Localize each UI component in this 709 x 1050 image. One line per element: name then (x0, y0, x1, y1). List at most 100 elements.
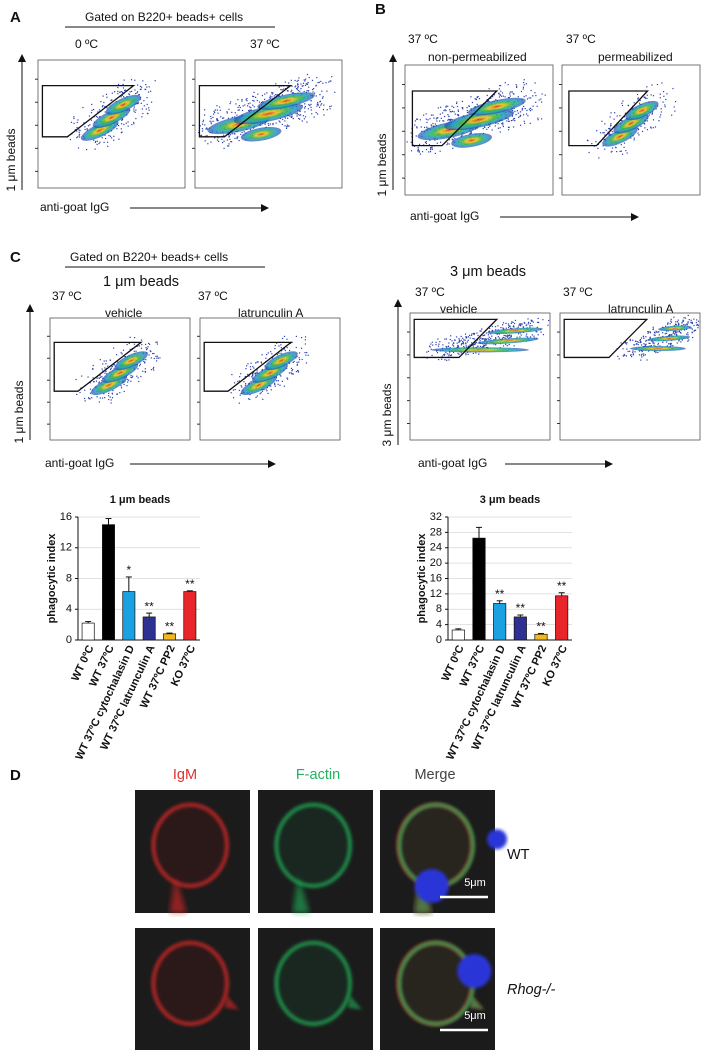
event-dot (453, 342, 455, 344)
event-dot (329, 106, 331, 108)
event-dot (665, 98, 667, 101)
event-dot (532, 95, 534, 97)
event-dot (251, 95, 254, 97)
event-dot (80, 387, 82, 389)
event-dot (637, 98, 639, 100)
event-dot (280, 89, 282, 91)
event-dot (101, 376, 103, 378)
event-dot (101, 397, 104, 399)
event-dot (89, 398, 91, 400)
event-dot (212, 120, 214, 122)
event-dot (431, 354, 433, 357)
event-dot (609, 116, 611, 118)
event-dot (252, 366, 254, 368)
density (625, 100, 659, 121)
density (648, 335, 691, 342)
event-dot (98, 377, 100, 379)
event-dot (472, 352, 474, 355)
event-dot (491, 335, 493, 337)
event-dot (438, 343, 440, 345)
event-dot (302, 82, 305, 84)
event-dot (468, 133, 471, 135)
event-dot (440, 106, 442, 108)
event-dot (147, 346, 149, 348)
event-dot (641, 356, 643, 358)
event-dot (251, 374, 254, 377)
event-dot (143, 100, 145, 102)
event-dot (659, 93, 661, 95)
event-dot (274, 385, 276, 387)
event-dot (514, 110, 516, 113)
significance: ** (495, 587, 505, 601)
event-dot (111, 393, 114, 395)
event-dot (118, 124, 120, 127)
event-dot (104, 105, 106, 108)
event-dot (299, 110, 301, 113)
event-dot (291, 341, 293, 344)
event-dot (484, 338, 487, 340)
event-dot (516, 86, 518, 89)
event-dot (260, 362, 263, 364)
event-dot (668, 343, 670, 345)
event-dot (291, 89, 293, 91)
event-dot (451, 340, 453, 342)
event-dot (456, 102, 458, 105)
event-dot (443, 115, 446, 118)
event-dot (315, 95, 317, 97)
event-dot (437, 358, 440, 361)
column-header: F-actin (296, 767, 340, 783)
event-dot (502, 345, 505, 347)
event-dot (633, 139, 635, 141)
event-dot (471, 333, 473, 335)
event-dot (140, 347, 143, 349)
event-dot (108, 398, 110, 401)
event-dot (686, 323, 688, 325)
event-dot (292, 361, 294, 364)
flow-plot (559, 64, 701, 196)
event-dot (326, 90, 328, 92)
event-dot (287, 117, 289, 119)
event-dot (468, 345, 470, 347)
event-dot (296, 363, 299, 365)
event-dot (104, 397, 106, 399)
event-dot (521, 108, 524, 110)
event-dot (271, 353, 273, 355)
event-dot (103, 393, 105, 395)
event-dot (627, 350, 629, 353)
event-dot (305, 78, 307, 80)
event-dot (87, 125, 90, 127)
event-dot (611, 147, 614, 149)
event-dot (639, 341, 642, 344)
event-dot (256, 99, 258, 102)
event-dot (430, 148, 432, 150)
event-dot (276, 94, 278, 96)
event-dot (603, 132, 605, 134)
event-dot (696, 319, 698, 321)
event-dot (130, 374, 132, 377)
plot-condition: vehicle (105, 306, 143, 320)
event-dot (202, 119, 205, 121)
event-dot (666, 93, 668, 95)
cell-membrane (274, 802, 353, 888)
event-dot (520, 334, 522, 336)
event-dot (110, 402, 112, 404)
event-dot (276, 342, 278, 344)
event-dot (487, 338, 489, 340)
event-dot (261, 368, 263, 371)
event-dot (92, 367, 94, 370)
event-dot (508, 120, 510, 122)
event-dot (523, 81, 525, 84)
event-dot (148, 109, 150, 111)
event-dot (663, 95, 665, 97)
event-dot (477, 345, 479, 347)
plot-title: 37 ºC (415, 285, 445, 299)
event-dot (281, 89, 283, 91)
bar (163, 633, 176, 641)
event-dot (473, 343, 475, 346)
event-dot (130, 376, 132, 378)
event-dot (488, 330, 490, 333)
event-dot (513, 118, 515, 120)
event-dot (452, 344, 454, 346)
event-dot (155, 355, 157, 357)
event-dot (677, 324, 680, 326)
